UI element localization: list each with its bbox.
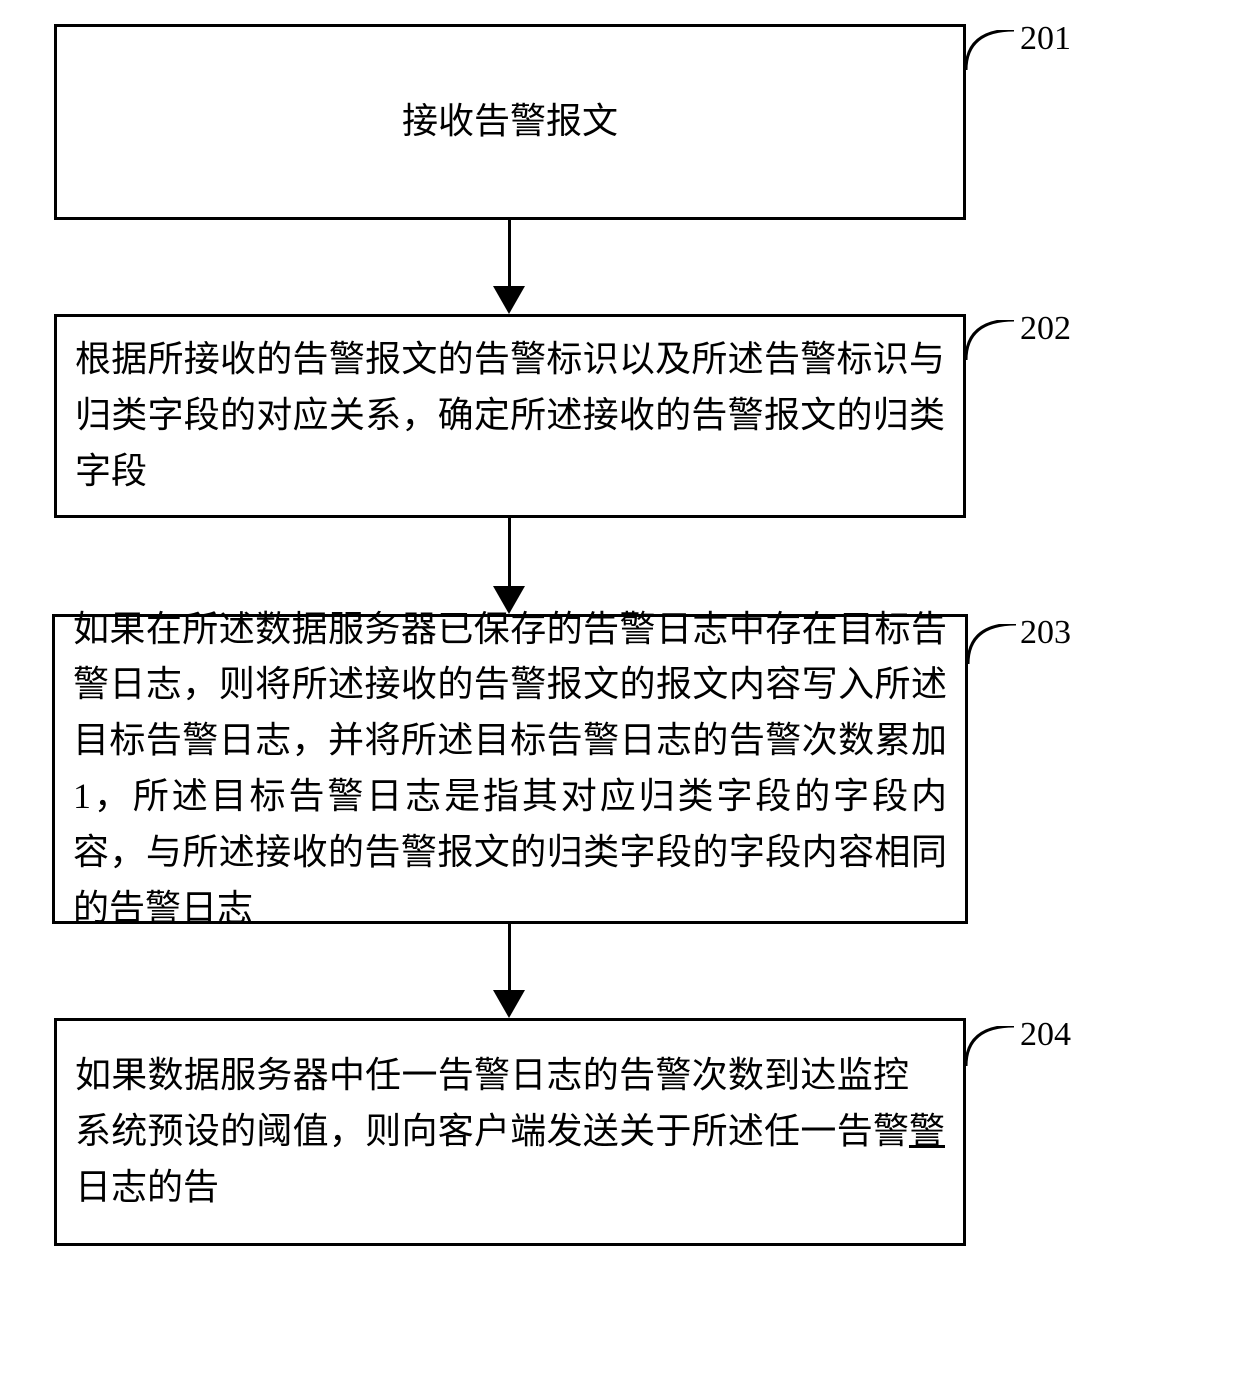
flow-arrow-line [508, 220, 511, 286]
step-label: 201 [1020, 20, 1071, 58]
flow-step-text: 如果数据服务器中任一告警日志的告警次数到达监控系统预设的阈值，则向客户端发送关于… [57, 1021, 963, 1243]
flow-arrow-head [493, 990, 525, 1018]
flow-step-step-202: 根据所接收的告警报文的告警标识以及所述告警标识与归类字段的对应关系，确定所述接收… [54, 314, 966, 518]
flow-step-text: 如果在所述数据服务器已保存的告警日志中存在目标告警日志，则将所述接收的告警报文的… [55, 617, 965, 921]
flow-step-step-204: 如果数据服务器中任一告警日志的告警次数到达监控系统预设的阈值，则向客户端发送关于… [54, 1018, 966, 1246]
step-label: 203 [1020, 614, 1071, 652]
flow-arrow-head [493, 586, 525, 614]
step-label: 204 [1020, 1016, 1071, 1054]
flow-step-text: 根据所接收的告警报文的告警标识以及所述告警标识与归类字段的对应关系，确定所述接收… [57, 317, 963, 515]
flow-step-step-201: 接收告警报文 [54, 24, 966, 220]
step-label: 202 [1020, 310, 1071, 348]
callout-curve [966, 320, 1014, 360]
flow-step-text: 接收告警报文 [57, 27, 963, 217]
flow-arrow-head [493, 286, 525, 314]
flow-arrow-line [508, 924, 511, 990]
callout-curve [966, 30, 1014, 70]
flow-arrow-line [508, 518, 511, 586]
callout-curve [968, 624, 1016, 664]
callout-curve [966, 1026, 1014, 1066]
flow-step-step-203: 如果在所述数据服务器已保存的告警日志中存在目标告警日志，则将所述接收的告警报文的… [52, 614, 968, 924]
